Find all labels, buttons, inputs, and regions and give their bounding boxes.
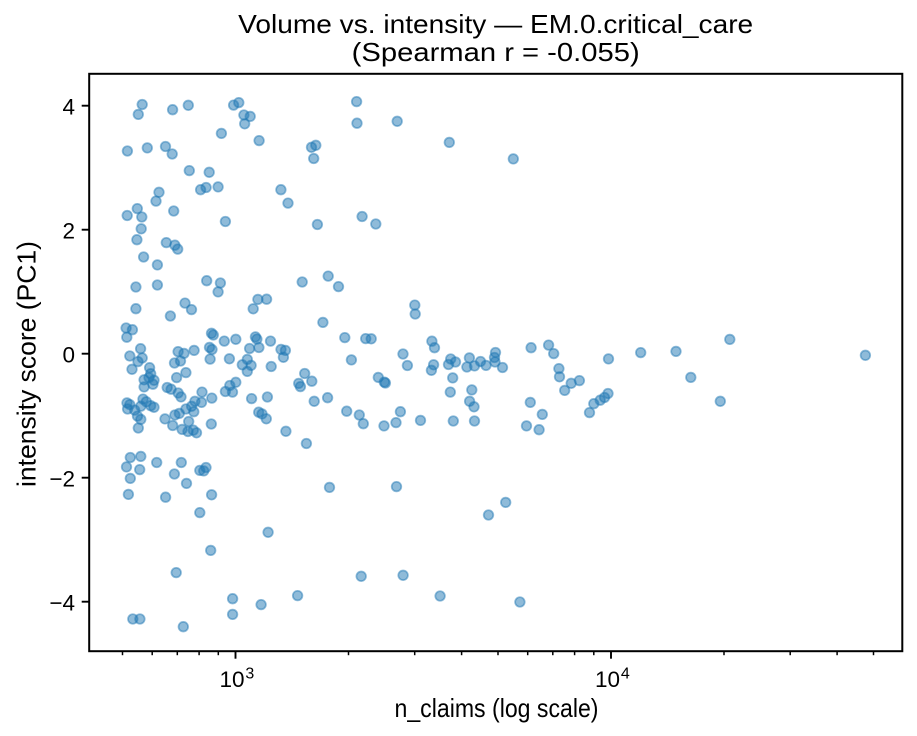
svg-text:−4: −4	[49, 591, 75, 616]
svg-text:0: 0	[62, 343, 75, 368]
svg-text:3: 3	[245, 666, 254, 683]
svg-text:n_claims (log scale): n_claims (log scale)	[395, 693, 599, 723]
svg-text:10: 10	[595, 667, 620, 692]
svg-text:−2: −2	[49, 467, 75, 492]
svg-text:4: 4	[621, 666, 630, 683]
svg-text:2: 2	[62, 219, 75, 244]
svg-text:(Spearman r = -0.055): (Spearman r = -0.055)	[352, 37, 640, 67]
svg-text:10: 10	[219, 667, 244, 692]
svg-text:Volume vs. intensity — EM.0.cr: Volume vs. intensity — EM.0.critical_car…	[238, 9, 753, 39]
svg-text:intensity score (PC1): intensity score (PC1)	[12, 241, 42, 487]
svg-text:4: 4	[62, 95, 75, 120]
